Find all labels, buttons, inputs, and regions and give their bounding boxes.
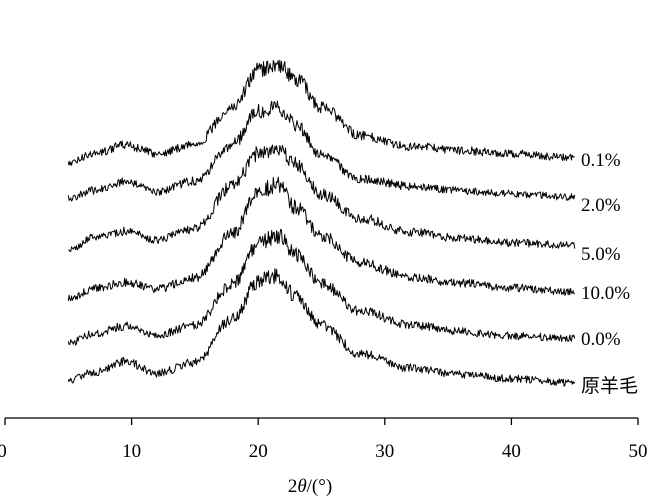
series-trace [67,176,576,302]
x-axis-title-prefix: 2 [288,476,298,497]
series-trace [68,144,576,252]
series-trace [67,228,576,346]
x-axis-ticks: 0 10 20 30 40 50 [0,418,648,462]
series-label: 0.0% [581,329,621,350]
x-axis-title-suffix: /(°) [307,476,333,497]
x-axis-title-theta: θ [297,476,306,497]
series-label: 原羊毛 [581,375,638,397]
x-tick-label: 50 [629,441,648,462]
x-tick-label: 0 [0,441,7,462]
series-labels: 0.1% 2.0% 5.0% 10.0% 0.0% 原羊毛 [581,150,638,397]
series-traces [67,59,576,387]
x-tick-label: 30 [375,441,394,462]
x-tick-label: 40 [502,441,521,462]
series-trace [67,59,575,166]
x-tick-label: 10 [122,441,141,462]
series-trace [67,268,576,387]
series-label: 0.1% [581,150,621,171]
series-trace [67,100,576,202]
series-label: 5.0% [581,244,621,265]
x-axis-title: 2θ/(°) [288,476,332,497]
x-tick-label: 20 [249,441,268,462]
series-label: 10.0% [581,283,630,304]
series-label: 2.0% [581,195,621,216]
